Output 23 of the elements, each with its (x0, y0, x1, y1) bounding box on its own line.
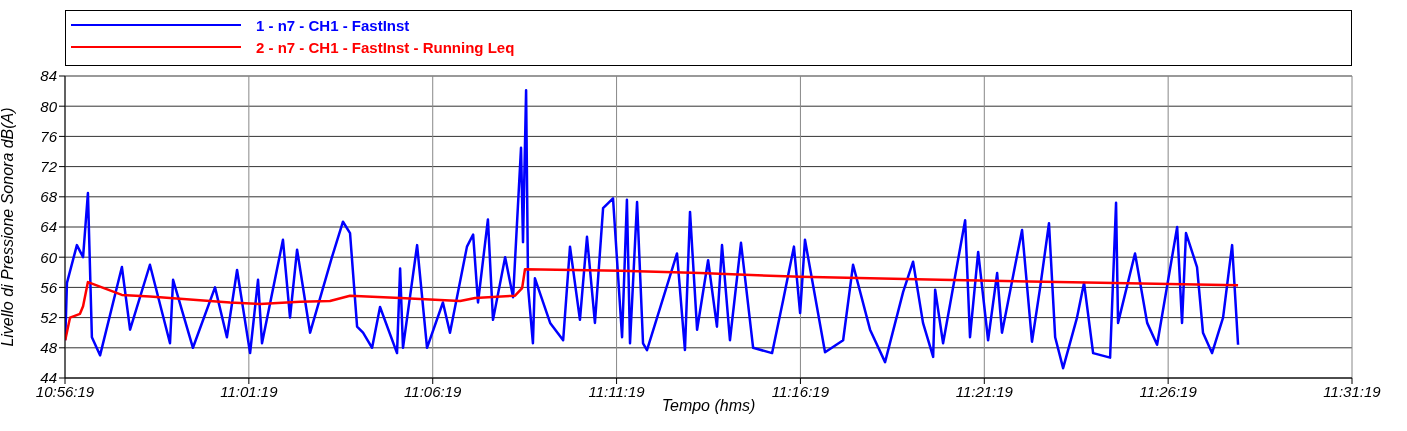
x-tick-label: 11:01:19 (220, 382, 279, 400)
x-axis-title: Tempo (hms) (661, 397, 756, 414)
x-tick-label: 11:06:19 (404, 382, 463, 400)
x-tick-label: 11:26:19 (1139, 382, 1198, 400)
y-axis-title: Livello di Pressione Sonora dB(A) (0, 107, 16, 347)
y-tick-label: 64 (40, 218, 57, 236)
y-tick-label: 52 (40, 308, 58, 326)
x-tick-label: 11:31:19 (1323, 382, 1382, 400)
y-tick-label: 60 (40, 248, 58, 266)
y-tick-label: 68 (40, 188, 58, 206)
x-tick-label: 11:16:19 (771, 382, 830, 400)
x-tick-label: 11:11:19 (588, 382, 646, 400)
y-tick-label: 56 (40, 278, 58, 296)
text: 1 - n7 - CH1 - FastInst (256, 16, 410, 34)
text: 2 - n7 - CH1 - FastInst - Running Leq (256, 38, 515, 56)
y-tick-label: 80 (40, 97, 58, 115)
y-tick-label: 48 (40, 339, 58, 357)
x-tick-label: 11:21:19 (955, 382, 1014, 400)
y-tick-label: 84 (40, 67, 57, 85)
line-series (65, 89, 1240, 370)
y-tick-label: 76 (40, 127, 58, 145)
line-series (65, 268, 1240, 342)
y-tick-label: 72 (40, 157, 58, 175)
